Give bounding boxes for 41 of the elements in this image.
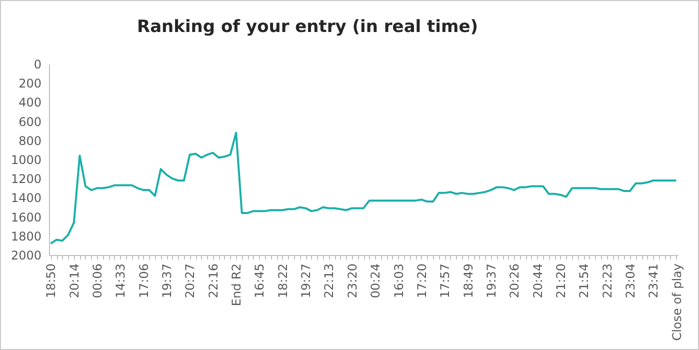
y-tick-label: 1600 bbox=[10, 210, 42, 224]
x-tick-label: 20:44 bbox=[530, 264, 545, 298]
x-tick-label: Close of play bbox=[670, 264, 684, 341]
x-tick-label: 00:24 bbox=[368, 264, 383, 298]
y-tick-label: 600 bbox=[18, 114, 42, 129]
x-tick-label: 16:03 bbox=[392, 264, 406, 298]
x-tick-label: 17:20 bbox=[414, 264, 429, 298]
x-tick-label: 19:27 bbox=[299, 264, 314, 298]
x-tick-label: End R2 bbox=[230, 264, 244, 306]
line-series bbox=[50, 132, 678, 245]
y-tick-label: 1800 bbox=[10, 229, 42, 244]
x-tick-label: 22:13 bbox=[322, 264, 336, 298]
x-tick-label: 22:23 bbox=[600, 264, 614, 298]
y-tick-label: 400 bbox=[18, 96, 42, 110]
x-tick-label: 23:20 bbox=[345, 264, 360, 298]
x-tick-label: 18:49 bbox=[461, 264, 476, 298]
x-tick-label: 19:37 bbox=[160, 264, 174, 298]
x-tick-label: 20:14 bbox=[67, 264, 82, 298]
x-tick-label: 19:37 bbox=[484, 264, 498, 298]
x-tick-label: 18:50 bbox=[44, 264, 58, 298]
y-tick-label: 1200 bbox=[10, 172, 42, 186]
y-tick-label: 200 bbox=[18, 76, 42, 91]
y-tick-label: 2000 bbox=[10, 248, 42, 262]
x-tick-label: 21:20 bbox=[554, 264, 568, 298]
y-tick-label: 0 bbox=[34, 58, 42, 72]
y-tick-label: 800 bbox=[18, 134, 42, 148]
x-tick-label: 17:06 bbox=[136, 264, 151, 298]
x-tick-label: 20:27 bbox=[183, 264, 198, 298]
x-tick-label: 22:16 bbox=[206, 264, 220, 298]
x-tick-label: 18:22 bbox=[276, 264, 290, 298]
x-tick-label: 00:06 bbox=[90, 264, 105, 298]
chart-title: Ranking of your entry (in real time) bbox=[137, 17, 478, 37]
x-tick-label: 23:04 bbox=[623, 264, 638, 298]
x-tick-label: 21:54 bbox=[577, 264, 592, 298]
y-tick-label: 1000 bbox=[10, 153, 42, 167]
x-tick-label: 14:33 bbox=[114, 264, 128, 298]
x-tick-label: 16:45 bbox=[252, 264, 267, 298]
x-tick-label: 23:41 bbox=[646, 264, 661, 298]
x-tick-label: 17:57 bbox=[438, 264, 452, 298]
y-tick-label: 1400 bbox=[10, 191, 42, 206]
x-tick-label: 20:26 bbox=[508, 264, 522, 298]
